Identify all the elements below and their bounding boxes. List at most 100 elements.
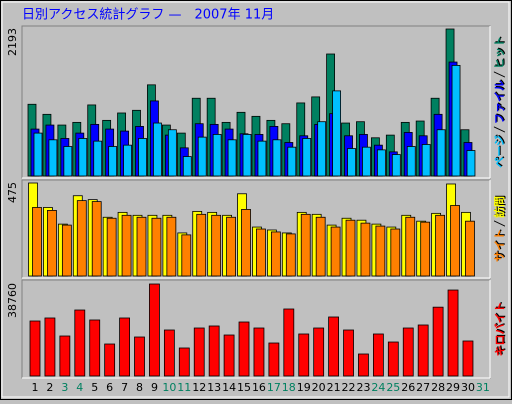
legend: キロバイト [491, 302, 507, 357]
bar [328, 316, 340, 377]
bar [436, 129, 446, 177]
bar [242, 134, 252, 177]
bar [149, 283, 160, 377]
bar [44, 317, 56, 377]
bar [462, 340, 474, 377]
bar [390, 228, 401, 277]
bar [450, 205, 460, 277]
bar [134, 336, 145, 377]
x-tick-label: 28 [431, 381, 445, 394]
bar [272, 139, 282, 177]
bar [345, 219, 356, 277]
x-tick-label: 11 [177, 381, 191, 394]
legend-label: キロバイト [493, 301, 506, 357]
bar [163, 329, 175, 377]
legend-label: サイト [493, 229, 506, 262]
bar [119, 317, 130, 377]
x-tick-label: 7 [121, 381, 128, 394]
bar [376, 149, 386, 177]
x-tick-label: 16 [252, 381, 266, 394]
bar [451, 64, 461, 177]
bar [121, 214, 132, 277]
legend: ページ ファイル ヒット [491, 36, 507, 168]
bar [211, 214, 222, 277]
bar [300, 213, 311, 277]
x-tick-label: 10 [162, 381, 176, 394]
bar [29, 320, 41, 377]
y-tick-label: 475 [6, 182, 19, 203]
bar [270, 231, 281, 277]
bar [208, 325, 220, 377]
bar [182, 156, 192, 177]
legend-label: ページ [492, 135, 506, 168]
bar [91, 201, 102, 277]
bar [238, 321, 250, 377]
x-tick-label: 21 [327, 381, 341, 394]
bar [387, 341, 399, 377]
bar [32, 207, 42, 277]
bar [298, 333, 310, 377]
legend-label: ヒット [492, 36, 506, 70]
bar [432, 306, 444, 377]
bar [332, 90, 342, 177]
bar [302, 138, 312, 177]
bar [108, 146, 118, 177]
x-tick-label: 29 [446, 381, 460, 394]
x-tick-label: 19 [297, 381, 311, 394]
bar [61, 224, 72, 277]
bevel [1, 1, 510, 398]
x-tick-label: 6 [106, 381, 113, 394]
bar [287, 146, 297, 177]
bar [136, 216, 147, 277]
bar [405, 216, 416, 277]
bar [343, 329, 354, 377]
x-tick-label: 18 [282, 381, 296, 394]
bar [362, 146, 371, 177]
bar [315, 216, 326, 277]
bar [253, 327, 265, 377]
bar [285, 233, 296, 277]
chart-title: 日別アクセス統計グラフ — 2007年 11月 [22, 7, 274, 23]
bar [391, 154, 401, 177]
bar [93, 140, 103, 177]
bar [178, 347, 190, 377]
x-tick-label: 14 [222, 381, 236, 394]
x-tick-label: 5 [91, 381, 98, 394]
bar [78, 138, 88, 177]
bar [151, 217, 162, 277]
bar [372, 333, 384, 377]
bar [313, 327, 325, 377]
bar [465, 220, 475, 277]
y-tick-label: 2193 [6, 28, 19, 56]
x-tick-label: 23 [356, 381, 370, 394]
bar [193, 327, 205, 377]
bar [447, 289, 459, 377]
bar [375, 225, 386, 277]
bar [417, 324, 429, 377]
bar [48, 139, 58, 177]
bar [256, 228, 266, 277]
x-tick-label: 15 [237, 381, 251, 394]
legend: サイト 訪問 [491, 196, 507, 262]
bar [166, 216, 177, 277]
x-tick-label: 13 [207, 381, 221, 394]
bar [123, 144, 132, 177]
legend-separator [493, 220, 505, 227]
x-tick-label: 4 [76, 381, 83, 394]
x-tick-label: 22 [342, 381, 356, 394]
x-tick-label: 27 [416, 381, 430, 394]
bar [406, 146, 416, 177]
bar [104, 343, 116, 377]
bar [89, 319, 101, 377]
bar [268, 342, 280, 377]
bar [47, 210, 57, 277]
x-tick-label: 1 [32, 381, 39, 394]
bar [138, 138, 147, 177]
legend-separator [493, 126, 505, 133]
bar [283, 308, 295, 377]
legend-separator [493, 71, 505, 78]
bar [167, 129, 177, 177]
x-tick-label: 3 [61, 381, 68, 394]
